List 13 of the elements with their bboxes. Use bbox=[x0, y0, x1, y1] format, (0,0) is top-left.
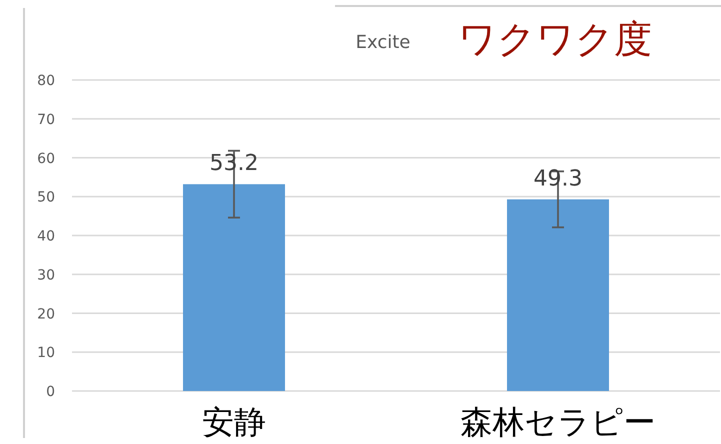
text: ワクワク度 bbox=[458, 17, 652, 61]
x-tick-label: 森林セラピー bbox=[460, 403, 656, 441]
y-tick-label: 50 bbox=[37, 190, 55, 206]
chart-title: Excite bbox=[356, 32, 410, 53]
y-tick-label: 10 bbox=[37, 345, 55, 362]
y-tick-label: 20 bbox=[37, 306, 55, 322]
x-tick-label: 安静 bbox=[202, 403, 266, 441]
y-tick-label: 70 bbox=[37, 112, 55, 128]
y-tick-label: 80 bbox=[37, 73, 55, 89]
y-tick-label: 30 bbox=[37, 267, 55, 284]
y-tick-label: 60 bbox=[37, 150, 55, 167]
y-tick-label: 40 bbox=[37, 228, 55, 244]
y-tick-label: 0 bbox=[46, 384, 55, 400]
